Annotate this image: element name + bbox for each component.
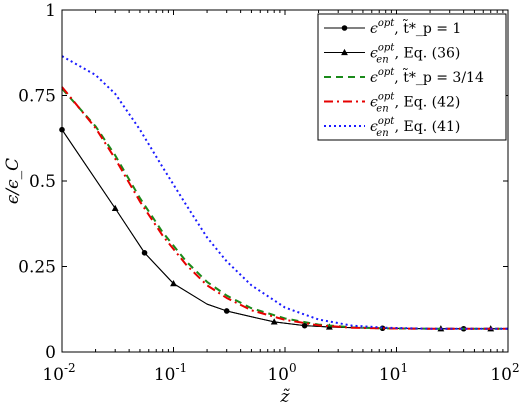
- series-point: [111, 204, 119, 211]
- legend-label: ϵopt en, Eq. (42): [370, 92, 460, 115]
- y-tick-label: 0.75: [18, 87, 56, 107]
- x-axis-label: z̃: [280, 387, 291, 404]
- x-tick-label: 102: [490, 361, 519, 385]
- series-3: [61, 87, 508, 330]
- legend-item-1: ϵopt, t̃*_p = 1: [324, 18, 461, 37]
- legend-item-4: ϵopt en, Eq. (42): [324, 92, 460, 115]
- legend-label: ϵopt, t̃*_p = 3/14: [370, 67, 484, 86]
- legend-marker: [341, 48, 348, 56]
- legend-item-2: ϵopt en, Eq. (36): [324, 43, 460, 66]
- series-line: [61, 129, 508, 330]
- legend-label: ϵopt en, Eq. (36): [370, 43, 460, 66]
- x-tick-label: 10-1: [154, 361, 187, 385]
- y-tick-label: 0.25: [18, 258, 56, 278]
- series-2: [61, 129, 508, 332]
- y-tick-label: 1: [45, 1, 56, 21]
- series-line: [61, 55, 508, 330]
- x-tick-label: 100: [267, 361, 296, 385]
- x-tick-label: 10-2: [42, 361, 75, 385]
- series-point: [270, 318, 278, 325]
- y-tick-label: 0.5: [29, 172, 56, 192]
- series-4: [61, 86, 508, 330]
- legend: ϵopt, t̃*_p = 1 ϵopt en, Eq. (36)ϵopt, t̃*…: [317, 13, 507, 141]
- series-line: [61, 86, 508, 330]
- series-point: [170, 280, 177, 287]
- series-1: [59, 126, 508, 332]
- legend-item-5: ϵopt en, Eq. (41): [324, 116, 460, 139]
- series-5: [61, 55, 508, 330]
- legend-label: ϵopt en, Eq. (41): [370, 116, 460, 139]
- legend-item-3: ϵopt, t̃*_p = 3/14: [324, 67, 484, 86]
- y-tick-label: 0: [45, 343, 56, 363]
- series-layer: [59, 55, 508, 332]
- legend-marker: [341, 25, 348, 31]
- y-axis-label: ϵ/ϵ_C: [3, 158, 23, 204]
- legend-label: ϵopt, t̃*_p = 1: [370, 18, 461, 37]
- series-line: [61, 87, 508, 330]
- ticks-layer: 0 0.25 0.5 0.75 1 10-2 10-1 100 101 102: [18, 1, 520, 385]
- series-point: [325, 323, 333, 330]
- x-tick-label: 101: [379, 361, 408, 385]
